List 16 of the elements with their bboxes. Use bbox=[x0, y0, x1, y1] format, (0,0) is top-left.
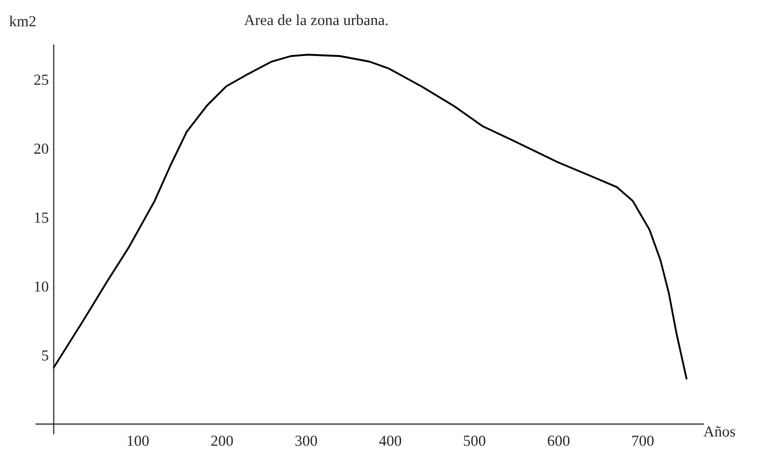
x-tick-label: 400 bbox=[379, 436, 402, 446]
x-tick-label: 200 bbox=[211, 436, 233, 446]
y-tick-label: 25 bbox=[34, 74, 48, 85]
y-tick-label: 15 bbox=[34, 212, 48, 223]
x-axis-title: Años bbox=[703, 426, 736, 437]
y-tick-label: 5 bbox=[42, 350, 48, 361]
y-tick-label: 10 bbox=[34, 281, 48, 292]
x-tick-label: 600 bbox=[548, 436, 570, 446]
line-series bbox=[52, 54, 688, 380]
chart-title: Area de la zona urbana. bbox=[244, 14, 388, 26]
y-axis-title: km2 bbox=[9, 16, 36, 26]
x-tick-label: 700 bbox=[632, 436, 654, 446]
x-tick-label: 500 bbox=[464, 436, 486, 446]
y-tick-label: 20 bbox=[34, 144, 48, 154]
x-tick-label: 300 bbox=[295, 436, 318, 446]
x-tick-label: 100 bbox=[128, 436, 149, 446]
